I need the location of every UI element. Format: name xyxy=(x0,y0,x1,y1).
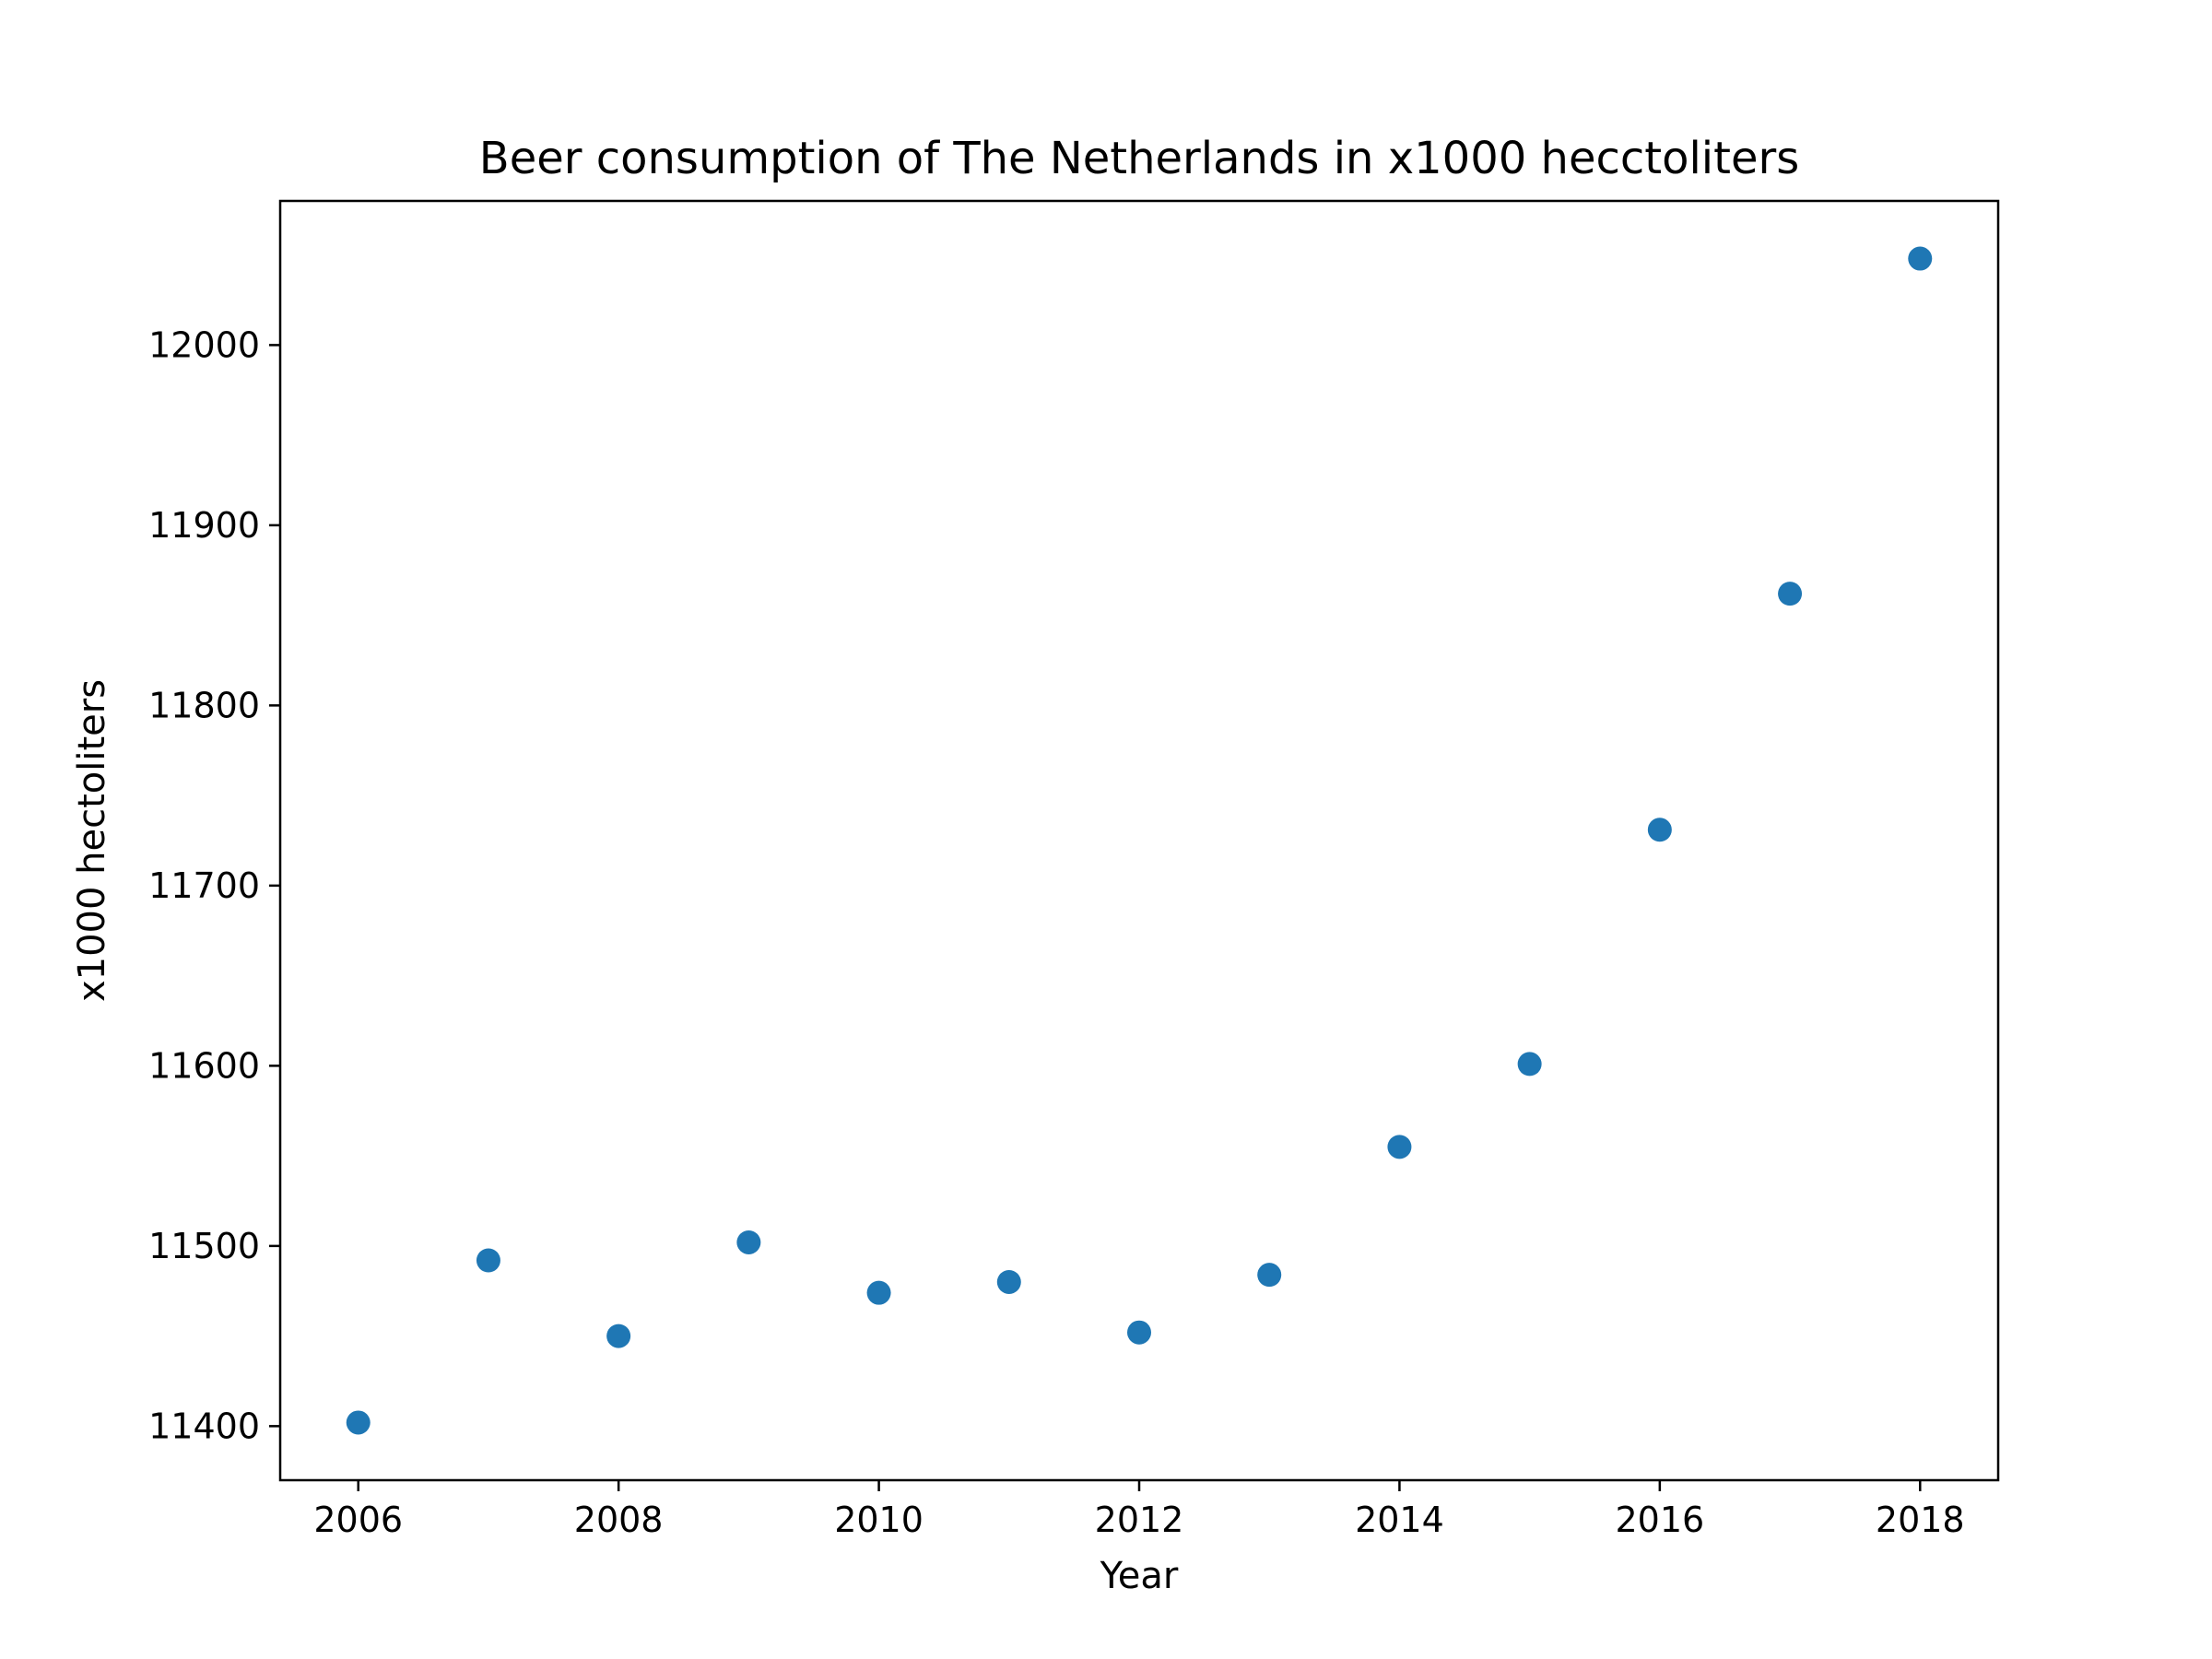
x-axis-label: Year xyxy=(1100,1555,1179,1597)
data-points xyxy=(346,246,1933,1435)
data-point-2012 xyxy=(1127,1320,1151,1345)
data-point-2009 xyxy=(736,1230,761,1254)
data-point-2015 xyxy=(1517,1052,1542,1077)
x-tick-label: 2016 xyxy=(1615,1500,1704,1540)
y-tick-label: 11600 xyxy=(148,1045,260,1086)
data-point-2008 xyxy=(606,1324,631,1348)
ticks-layer: 2006 2008 2010 2012 2014 2016 2018 11400 11500 11… xyxy=(148,324,1965,1540)
data-point-2011 xyxy=(996,1269,1021,1294)
plot-area-frame xyxy=(278,199,2000,1482)
y-tick-label: 11500 xyxy=(148,1226,260,1266)
data-point-2006 xyxy=(346,1410,371,1435)
y-tick-label: 11800 xyxy=(148,685,260,725)
chart-title: Beer consumption of The Netherlands in x… xyxy=(479,133,1799,184)
x-tick-label: 2014 xyxy=(1355,1500,1444,1540)
y-tick-label: 11900 xyxy=(148,505,260,546)
data-point-2007 xyxy=(476,1248,500,1273)
y-tick-label: 11700 xyxy=(148,865,260,906)
data-point-2010 xyxy=(866,1280,891,1305)
data-point-2018 xyxy=(1908,246,1933,271)
x-tick-label: 2006 xyxy=(313,1500,403,1540)
y-axis-label: x1000 hectoliters xyxy=(71,679,113,1002)
y-tick-label: 11400 xyxy=(148,1406,260,1446)
y-tick-label: 12000 xyxy=(148,324,260,365)
x-tick-label: 2010 xyxy=(834,1500,924,1540)
data-point-2017 xyxy=(1778,582,1803,606)
data-point-2014 xyxy=(1387,1135,1412,1159)
x-tick-label: 2018 xyxy=(1876,1500,1965,1540)
data-point-2016 xyxy=(1647,818,1672,842)
x-tick-label: 2008 xyxy=(574,1500,664,1540)
data-point-2013 xyxy=(1257,1263,1282,1288)
x-tick-label: 2012 xyxy=(1095,1500,1184,1540)
